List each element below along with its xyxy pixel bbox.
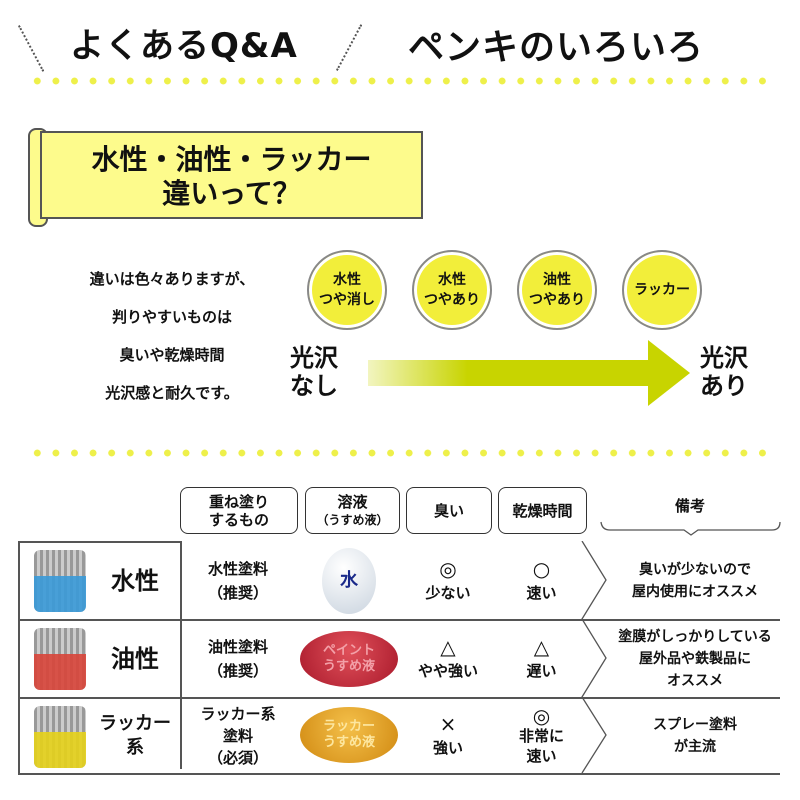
type-circle: 水性 つや消し (307, 250, 387, 330)
intro-line: 判りやすいものは (111, 308, 232, 326)
note-cell: スプレー塗料 が主流 (653, 716, 737, 755)
question-line1: 水性・油性・ラッカー (91, 143, 372, 176)
table-border (18, 541, 180, 543)
note-cell: 臭いが少ないので 屋内使用にオススメ (632, 561, 758, 600)
type-circle: ラッカー (622, 250, 702, 330)
row-name: ラッカー系 (99, 712, 171, 758)
paint-liquid (34, 732, 86, 768)
dotted-divider (28, 449, 773, 457)
intro-line: 光沢感と耐久です。 (105, 384, 239, 402)
decor-slash (18, 24, 46, 72)
table-border (180, 541, 182, 769)
row-name: 油性 (111, 644, 159, 673)
table-border (18, 541, 20, 774)
type-circle: 水性 つやあり (412, 250, 492, 330)
recoat-cell: ラッカー系 塗料 （必須） (200, 704, 276, 767)
intro-line: 違いは色々ありますが、 (89, 270, 255, 288)
paint-can-icon (34, 706, 86, 768)
page-title: ペンキのいろいろ (408, 27, 705, 68)
smell-cell: × 強い (432, 711, 463, 757)
table-border (18, 619, 780, 621)
table-border (18, 697, 780, 699)
notes-brace (600, 521, 781, 536)
recoat-cell: 油性塗料 （推奨） (207, 637, 268, 680)
solvent-drop: ラッカー うすめ液 (300, 707, 398, 763)
gloss-high-label: 光沢 あり (700, 344, 748, 400)
table-border (18, 773, 780, 775)
question-banner: 水性・油性・ラッカー 違いって？ (40, 131, 423, 219)
paint-liquid (34, 654, 86, 690)
smell-cell: ◎ 少ない (425, 556, 471, 602)
drying-cell: ◎ 非常に 速い (518, 703, 564, 765)
recoat-cell: 水性塗料 （推奨） (207, 559, 268, 602)
type-circle: 油性 つやあり (517, 250, 597, 330)
header-recoat: 重ね塗り するもの (180, 487, 298, 534)
drying-cell: △ 遅い (526, 634, 557, 680)
paint-can-icon (34, 550, 86, 612)
decor-slash (336, 24, 364, 72)
paint-liquid (34, 576, 86, 612)
header-notes: 備考 (674, 497, 705, 515)
gloss-arrow (368, 340, 690, 406)
solvent-drop: ペイント うすめ液 (300, 631, 398, 687)
paint-can-icon (34, 628, 86, 690)
header-solvent: 溶液 （うすめ液） (305, 487, 400, 534)
intro-line: 臭いや乾燥時間 (119, 346, 225, 364)
qa-title: よくあるQ&A (70, 26, 298, 66)
solvent-drop: 水 (322, 548, 376, 614)
gloss-none-label: 光沢 なし (290, 344, 338, 400)
chevron-dividers (581, 541, 607, 774)
header-drying: 乾燥時間 (498, 487, 587, 534)
drying-cell: ○ 速い (526, 556, 557, 602)
question-line2: 違いって？ (162, 177, 301, 210)
header-smell: 臭い (406, 487, 492, 534)
dotted-divider (28, 77, 773, 85)
smell-cell: △ やや強い (417, 634, 478, 680)
intro-text: 違いは色々ありますが、 判りやすいものは 臭いや乾燥時間 光沢感と耐久です。 (62, 260, 282, 412)
note-cell: 塗膜がしっかりしている 屋外品や鉄製品に オススメ (618, 628, 772, 689)
row-name: 水性 (111, 566, 159, 595)
